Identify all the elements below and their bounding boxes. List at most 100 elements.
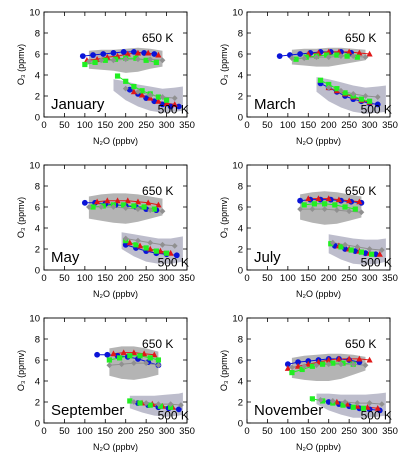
data-point	[143, 360, 150, 367]
x-tick-label: 300	[362, 426, 378, 437]
data-point	[147, 56, 154, 63]
x-tick-label: 150	[97, 273, 113, 284]
data-point	[319, 361, 326, 367]
month-label-bg	[251, 401, 311, 419]
data-point	[303, 54, 309, 60]
x-tick-label: 100	[280, 273, 296, 284]
data-point	[98, 57, 105, 64]
level-label-lower: 500 K	[158, 408, 189, 422]
x-tick-label: 0	[41, 120, 46, 131]
data-point	[159, 57, 166, 64]
data-point	[329, 239, 336, 246]
data-point	[374, 101, 381, 108]
data-point	[112, 56, 119, 62]
data-point	[135, 88, 141, 95]
y-tick-label: 8	[238, 182, 243, 193]
data-point	[321, 206, 328, 212]
data-point	[352, 248, 359, 255]
y-tick-label: 8	[35, 335, 40, 346]
data-point	[175, 103, 182, 110]
month-label: May	[51, 249, 80, 266]
y-axis-label: O₃ (ppmv)	[16, 350, 26, 391]
x-tick-label: 100	[280, 120, 296, 131]
data-point	[118, 361, 125, 368]
data-point	[284, 361, 291, 368]
data-point	[362, 54, 369, 61]
y-tick-label: 10	[29, 161, 40, 172]
data-point	[155, 201, 162, 208]
data-point	[350, 91, 357, 97]
month-label-bg	[48, 401, 108, 419]
data-point	[159, 208, 166, 215]
data-point	[147, 355, 153, 361]
x-axis-label: N₂O (ppbv)	[93, 289, 138, 299]
data-point	[301, 202, 307, 208]
y-tick-label: 0	[35, 266, 40, 277]
data-point	[350, 404, 356, 410]
data-point	[309, 206, 316, 212]
y-tick-label: 10	[232, 8, 243, 19]
x-axis-label: N₂O (ppbv)	[296, 442, 341, 452]
y-tick-label: 8	[238, 29, 243, 40]
y-axis-label: O₃ (ppmv)	[16, 44, 26, 85]
x-tick-label: 350	[382, 273, 398, 284]
data-point	[289, 364, 295, 371]
data-point	[104, 197, 111, 204]
x-tick-label: 0	[41, 273, 46, 284]
data-point	[131, 203, 137, 209]
level-label-lower: 500 K	[158, 255, 189, 269]
data-point	[329, 398, 336, 404]
level-label-upper: 650 K	[345, 31, 376, 45]
data-point	[171, 242, 178, 249]
data-point	[332, 202, 338, 208]
data-point	[297, 51, 304, 57]
plot-area	[297, 191, 386, 265]
data-point	[356, 49, 363, 56]
data-point	[366, 400, 373, 406]
data-point	[366, 246, 373, 252]
level-label-upper: 650 K	[142, 337, 173, 351]
data-point	[114, 73, 121, 79]
data-point	[335, 355, 343, 362]
data-point	[121, 202, 127, 208]
data-point	[122, 205, 129, 211]
x-tick-label: 300	[159, 273, 175, 284]
data-point	[90, 52, 96, 58]
data-point	[143, 245, 149, 251]
data-point	[299, 366, 305, 373]
x-tick-label: 350	[179, 273, 195, 284]
x-tick-label: 250	[341, 426, 357, 437]
data-point	[139, 88, 145, 94]
plot-area	[81, 193, 183, 264]
data-point	[374, 94, 381, 100]
level-label-upper: 650 K	[142, 184, 173, 198]
data-point	[297, 197, 304, 204]
data-point	[317, 77, 324, 83]
data-point	[104, 351, 111, 358]
data-point	[319, 398, 326, 404]
data-point	[309, 363, 315, 369]
x-tick-label: 350	[382, 120, 398, 131]
data-point	[110, 350, 117, 357]
data-point	[362, 362, 369, 369]
data-point	[137, 400, 143, 406]
data-point	[127, 398, 133, 404]
data-point	[360, 405, 367, 411]
data-point	[289, 370, 295, 376]
y-axis-label: O₃ (ppmv)	[16, 197, 26, 238]
y-tick-label: 2	[238, 398, 243, 409]
data-point	[130, 88, 137, 95]
x-tick-label: 200	[118, 273, 134, 284]
axes-frame	[246, 164, 391, 271]
data-point	[79, 53, 86, 59]
data-point	[155, 401, 162, 407]
data-point	[100, 203, 106, 209]
data-point	[374, 405, 381, 411]
data-point	[305, 195, 312, 202]
plot-area	[284, 353, 386, 418]
data-point	[301, 363, 308, 370]
data-point	[163, 250, 170, 256]
data-point	[134, 49, 142, 56]
x-axis-label: N₂O (ppbv)	[93, 136, 138, 146]
data-point	[155, 94, 161, 100]
